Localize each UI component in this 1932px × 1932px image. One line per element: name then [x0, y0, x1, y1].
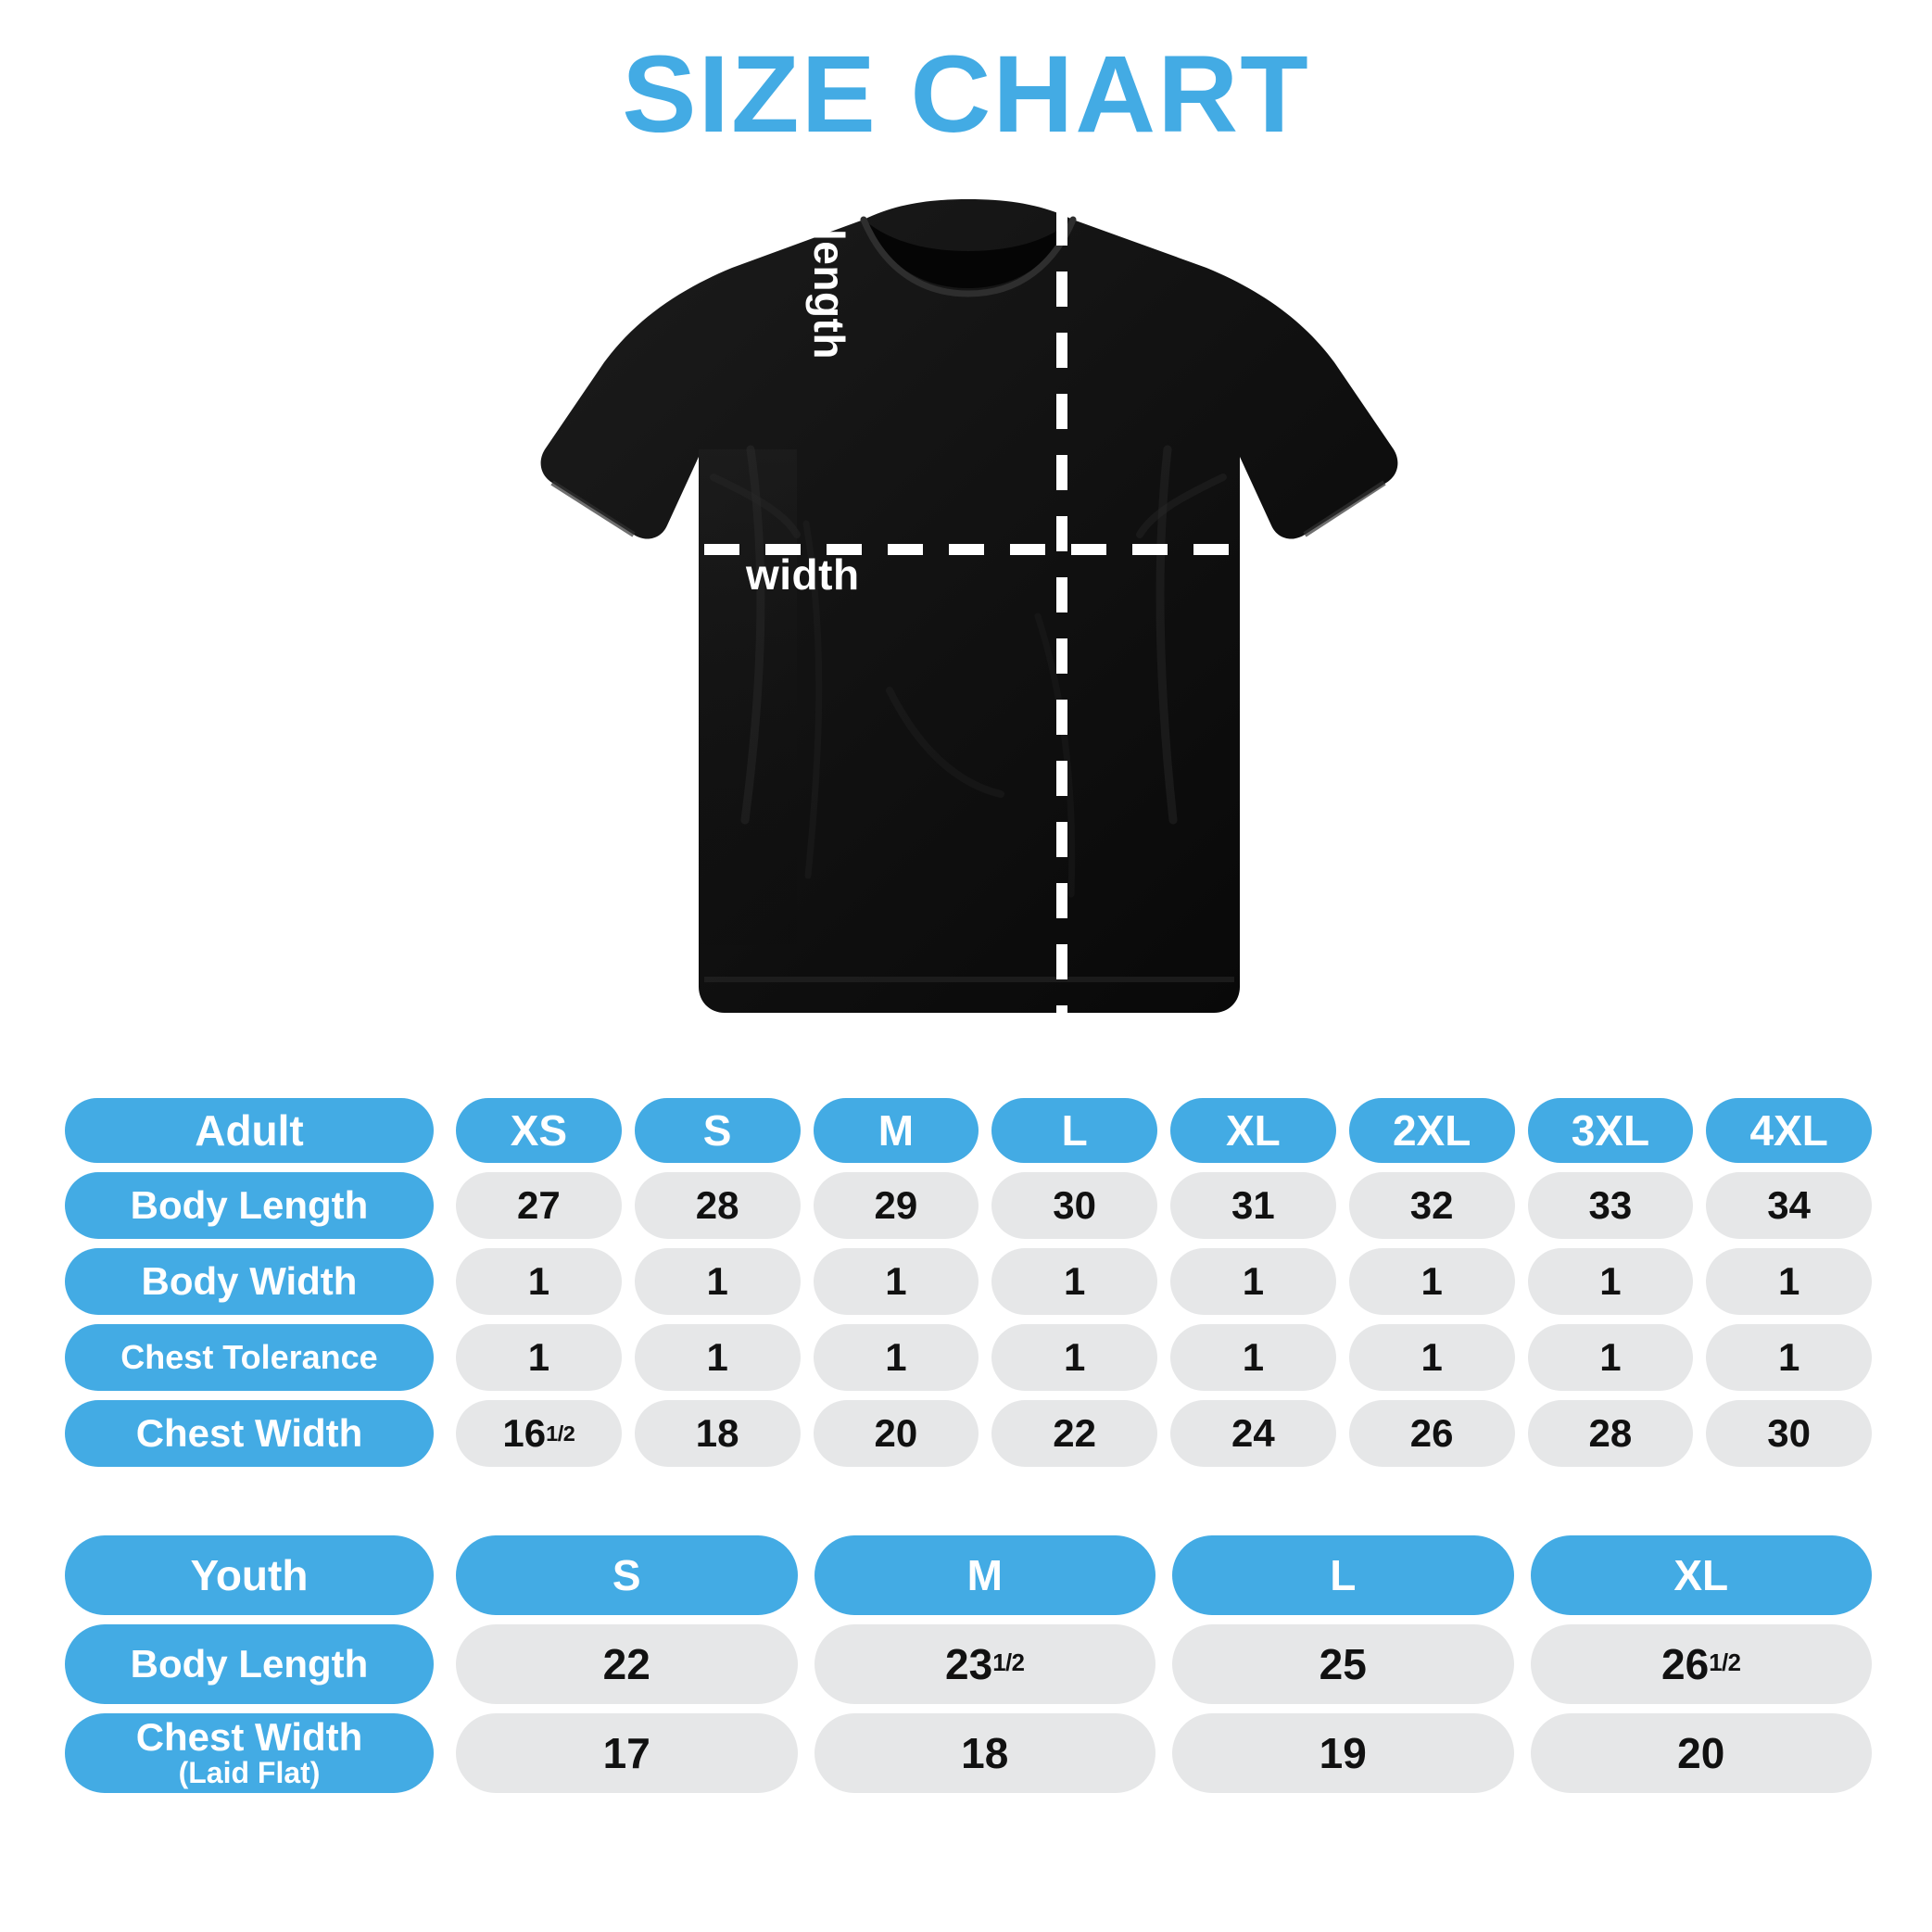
table-cell: 1 [1170, 1248, 1336, 1315]
youth-size-xl[interactable]: XL [1530, 1535, 1872, 1615]
table-row: Body Length 27 28 29 30 31 32 33 34 [65, 1172, 1872, 1239]
table-cell: 28 [634, 1172, 801, 1239]
table-cell: 1 [634, 1324, 801, 1391]
table-cell: 1 [991, 1324, 1157, 1391]
table-cell: 17 [456, 1713, 798, 1793]
adult-header-row: Adult XS S M L XL 2XL 3XL 4XL [65, 1098, 1872, 1163]
table-cell: 1 [1348, 1324, 1515, 1391]
table-cell: 26 1/2 [1530, 1624, 1872, 1704]
tshirt-diagram: width length [519, 171, 1418, 1061]
table-cell: 1 [813, 1324, 979, 1391]
table-cell: 1 [1170, 1324, 1336, 1391]
table-cell: 16 1/2 [456, 1400, 622, 1467]
table-row: Chest Width 16 1/2 18 20 22 24 26 28 30 [65, 1400, 1872, 1467]
adult-table: Adult XS S M L XL 2XL 3XL 4XL Body Lengt… [65, 1098, 1872, 1467]
page-title: SIZE CHART [622, 33, 1310, 156]
length-label: length [805, 229, 853, 360]
table-cell: 1 [456, 1324, 622, 1391]
table-cell: 32 [1348, 1172, 1515, 1239]
youth-row-label-body-length: Body Length [65, 1624, 434, 1704]
youth-table: Youth S M L XL Body Length 22 23 1/2 25 2… [65, 1535, 1872, 1793]
table-cell: 18 [814, 1713, 1155, 1793]
adult-row-label-chest-tolerance: Chest Tolerance [65, 1324, 434, 1391]
table-cell: 1 [456, 1248, 622, 1315]
adult-size-s[interactable]: S [634, 1098, 801, 1163]
table-row: Chest Tolerance 1 1 1 1 1 1 1 1 [65, 1324, 1872, 1391]
youth-size-s[interactable]: S [456, 1535, 798, 1615]
table-cell: 28 [1527, 1400, 1694, 1467]
fraction: 1/2 [992, 1650, 1025, 1677]
table-cell: 1 [1348, 1248, 1515, 1315]
table-cell: 19 [1172, 1713, 1514, 1793]
adult-size-3xl[interactable]: 3XL [1527, 1098, 1694, 1163]
fraction: 1/2 [1709, 1650, 1741, 1677]
table-cell: 1 [813, 1248, 979, 1315]
table-cell: 22 [991, 1400, 1157, 1467]
table-cell: 1 [1527, 1324, 1694, 1391]
table-cell: 34 [1706, 1172, 1872, 1239]
width-label: width [746, 550, 860, 599]
youth-size-m[interactable]: M [814, 1535, 1155, 1615]
table-cell: 29 [813, 1172, 979, 1239]
table-cell: 18 [634, 1400, 801, 1467]
table-cell: 20 [813, 1400, 979, 1467]
youth-size-l[interactable]: L [1172, 1535, 1514, 1615]
youth-row-label-line1: Body Length [130, 1641, 369, 1686]
adult-row-label-chest-width: Chest Width [65, 1400, 434, 1467]
fraction: 1/2 [546, 1421, 575, 1446]
adult-size-2xl[interactable]: 2XL [1348, 1098, 1515, 1163]
adult-size-4xl[interactable]: 4XL [1706, 1098, 1872, 1163]
table-cell: 1 [634, 1248, 801, 1315]
table-cell: 22 [456, 1624, 798, 1704]
table-row: Chest Width (Laid Flat) 17 18 19 20 [65, 1713, 1872, 1793]
table-cell: 25 [1172, 1624, 1514, 1704]
table-row: Body Length 22 23 1/2 25 26 1/2 [65, 1624, 1872, 1704]
table-cell: 23 1/2 [814, 1624, 1155, 1704]
adult-size-xs[interactable]: XS [456, 1098, 622, 1163]
youth-row-label-line1: Chest Width [135, 1715, 363, 1760]
table-cell: 30 [991, 1172, 1157, 1239]
table-cell: 27 [456, 1172, 622, 1239]
youth-row-label-chest-width: Chest Width (Laid Flat) [65, 1713, 434, 1793]
table-cell: 20 [1530, 1713, 1872, 1793]
adult-size-xl[interactable]: XL [1170, 1098, 1336, 1163]
table-cell: 30 [1706, 1400, 1872, 1467]
table-cell: 1 [1706, 1248, 1872, 1315]
youth-table-label: Youth [65, 1535, 434, 1615]
table-row: Body Width 1 1 1 1 1 1 1 1 [65, 1248, 1872, 1315]
adult-row-label-body-length: Body Length [65, 1172, 434, 1239]
youth-header-row: Youth S M L XL [65, 1535, 1872, 1615]
table-cell: 33 [1527, 1172, 1694, 1239]
adult-size-m[interactable]: M [813, 1098, 979, 1163]
measurement-tables: Adult XS S M L XL 2XL 3XL 4XL Body Lengt… [65, 1098, 1872, 1793]
youth-row-label-line2: (Laid Flat) [178, 1756, 321, 1790]
table-cell: 31 [1170, 1172, 1336, 1239]
adult-table-label: Adult [65, 1098, 434, 1163]
adult-row-label-body-width: Body Width [65, 1248, 434, 1315]
tshirt-illustration [540, 199, 1398, 1033]
table-cell: 1 [1527, 1248, 1694, 1315]
table-cell: 24 [1170, 1400, 1336, 1467]
table-divider [65, 1467, 1872, 1535]
table-cell: 1 [1706, 1324, 1872, 1391]
table-cell: 26 [1348, 1400, 1515, 1467]
adult-size-l[interactable]: L [991, 1098, 1157, 1163]
table-cell: 1 [991, 1248, 1157, 1315]
